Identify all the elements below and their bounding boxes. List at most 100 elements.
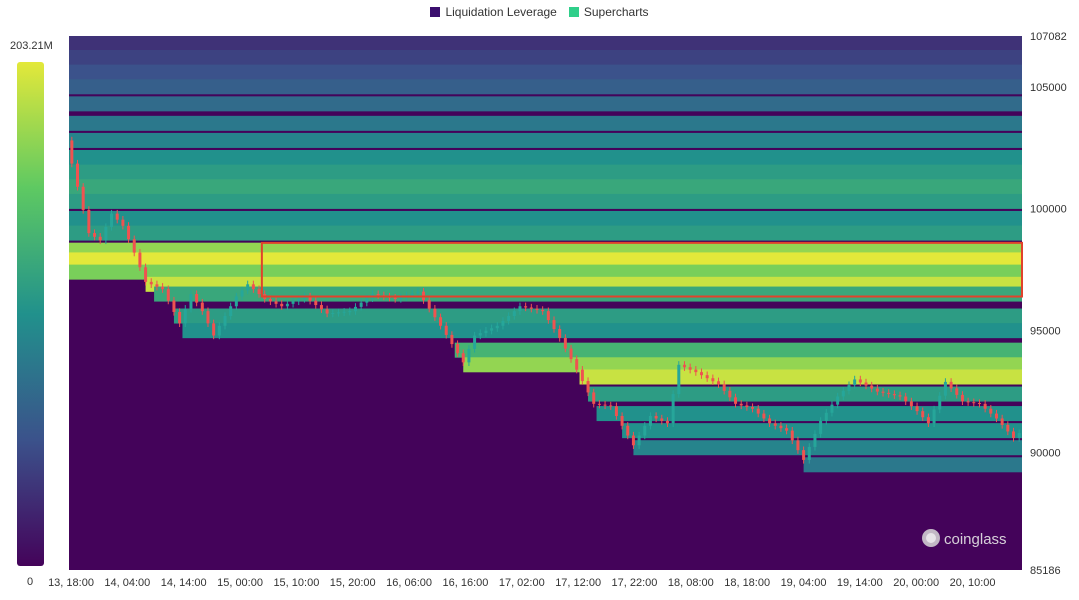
candle-body	[654, 416, 658, 419]
x-tick-label: 17, 22:00	[612, 577, 658, 589]
candle-body	[291, 301, 295, 304]
watermark: coinglass	[922, 529, 1007, 548]
x-tick-label: 19, 04:00	[781, 577, 827, 589]
candle-body	[308, 296, 312, 301]
candle-body	[722, 384, 726, 391]
y-tick-label: 107082	[1030, 31, 1067, 43]
liquidation-band	[69, 36, 1022, 51]
candle-body	[779, 425, 783, 429]
candle-body	[93, 233, 97, 237]
liquidation-band	[69, 50, 1022, 66]
candle-body	[609, 405, 613, 407]
candle-body	[926, 417, 930, 424]
candle-body	[796, 440, 800, 451]
candle-body	[966, 401, 970, 403]
candle-body	[348, 311, 352, 313]
y-tick-label: 85186	[1030, 565, 1061, 577]
candle-body	[705, 375, 709, 379]
candle-body	[586, 381, 590, 393]
candle-body	[280, 303, 284, 307]
candle-body	[144, 267, 148, 282]
candle-body	[353, 306, 357, 312]
legend-item-liquidation-leverage[interactable]: Liquidation Leverage	[430, 5, 557, 19]
x-tick-label: 15, 10:00	[273, 577, 319, 589]
candle-body	[790, 430, 794, 441]
candle-body	[943, 381, 947, 396]
liquidation-band	[69, 149, 1022, 166]
y-tick-label: 100000	[1030, 204, 1067, 216]
candle-body	[98, 236, 102, 241]
candle-body	[773, 423, 777, 426]
candle-body	[870, 385, 874, 389]
candle-body	[444, 325, 448, 335]
candle-body	[665, 420, 669, 424]
candle-body	[149, 281, 153, 285]
candle-body	[751, 407, 755, 409]
candle-body	[121, 219, 125, 226]
candle-body	[495, 325, 499, 329]
candle-body	[626, 425, 630, 436]
candle-body	[580, 369, 584, 382]
candle-body	[620, 416, 624, 426]
candle-body	[558, 329, 562, 338]
candle-body	[960, 394, 964, 402]
candle-body	[904, 396, 908, 402]
candle-body	[484, 330, 488, 334]
candle-body	[841, 390, 845, 397]
candle-body	[212, 323, 216, 336]
candle-body	[359, 302, 363, 307]
liquidation-band	[69, 179, 1022, 195]
candle-body	[898, 395, 902, 397]
x-tick-label: 20, 00:00	[893, 577, 939, 589]
x-tick-label: 17, 12:00	[555, 577, 601, 589]
candle-body	[569, 348, 573, 360]
candle-body	[110, 213, 114, 228]
candle-body	[977, 403, 981, 405]
liquidation-band	[454, 342, 1022, 358]
candle-body	[501, 320, 505, 326]
candle-body	[597, 403, 601, 405]
candle-body	[699, 372, 703, 376]
x-tick-label: 16, 06:00	[386, 577, 432, 589]
candle-body	[268, 298, 272, 302]
candle-body	[994, 413, 998, 419]
candle-body	[416, 291, 420, 294]
candle-body	[251, 284, 255, 290]
candle-body	[529, 307, 533, 309]
legend-label-liquidation-leverage: Liquidation Leverage	[445, 5, 557, 19]
candle-body	[257, 289, 261, 295]
candle-body	[183, 308, 187, 324]
x-tick-label: 18, 08:00	[668, 577, 714, 589]
chart-legend: Liquidation Leverage Supercharts	[0, 5, 1079, 19]
candle-body	[467, 348, 471, 363]
liquidation-band	[69, 252, 1022, 268]
candle-body	[614, 406, 618, 417]
candle-body	[932, 409, 936, 424]
candle-body	[830, 404, 834, 413]
candle-body	[70, 140, 74, 164]
candle-body	[541, 309, 545, 312]
candle-body	[490, 328, 494, 331]
candle-body	[677, 364, 681, 395]
candle-body	[768, 418, 772, 424]
x-tick-label: 14, 04:00	[104, 577, 150, 589]
liquidation-band	[173, 308, 1022, 324]
candle-body	[660, 418, 664, 421]
candle-body	[717, 381, 721, 385]
x-tick-label: 13, 18:00	[48, 577, 94, 589]
candle-body	[739, 403, 743, 406]
liquidation-band	[69, 210, 1022, 226]
candle-body	[524, 306, 528, 308]
candle-body	[450, 334, 454, 345]
liquidation-band	[182, 323, 1022, 339]
candle-body	[745, 405, 749, 408]
candle-body	[1011, 431, 1015, 438]
candle-body	[802, 450, 806, 460]
candle-body	[711, 378, 715, 382]
x-tick-label: 20, 10:00	[950, 577, 996, 589]
x-tick-label: 15, 20:00	[330, 577, 376, 589]
liquidation-band	[633, 440, 1022, 456]
legend-item-supercharts[interactable]: Supercharts	[568, 5, 649, 19]
